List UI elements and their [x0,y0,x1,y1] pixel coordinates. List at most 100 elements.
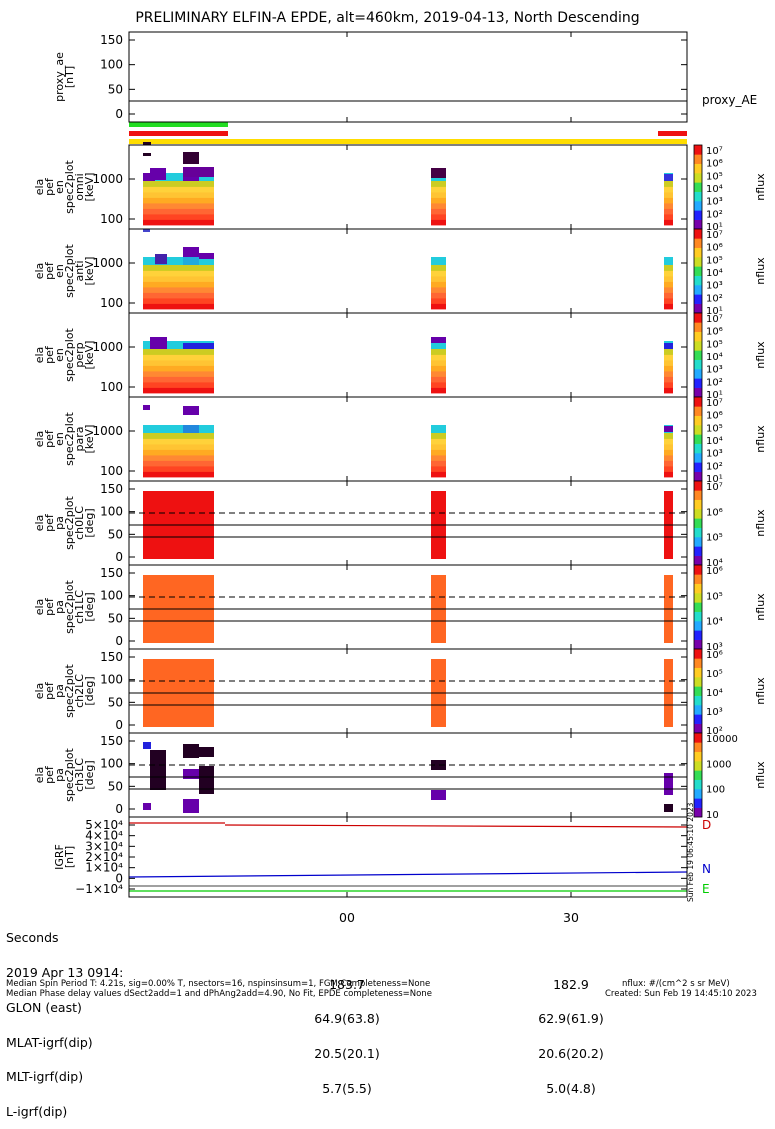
spectrogram-cell [664,460,673,467]
spectrogram-cell [664,804,673,812]
spectrogram-cell [155,292,167,299]
spectrogram-cell [167,181,183,187]
spectrogram-cell [199,444,214,450]
spectrogram-cell [199,371,214,377]
spectrogram-cell [155,433,167,439]
igrf-n-line [128,871,688,878]
spectrogram-cell [431,382,446,388]
colorbar-segment [694,686,702,696]
y-axis-label: ch1LC [73,590,86,624]
y-axis-label: [deg] [83,676,96,705]
y-axis-label: proxy_ae [53,52,66,102]
spectrogram-cell [167,449,183,456]
colorbar-tick-label: 10¹ [706,390,723,401]
colorbar-segment [694,574,702,584]
y-tick-label: 100 [100,58,123,72]
spectrogram-cell [199,214,214,220]
spectrogram-cell [183,460,199,467]
spectrogram-cell [431,257,446,265]
colorbar-tick-label: 10⁷ [706,398,723,409]
spectrogram-cell [431,303,446,310]
colorbar-segment [694,733,702,743]
colorbar-tick-label: 10² [706,209,723,220]
y-axis-label: [deg] [83,508,96,537]
colorbar-label: nflux [754,173,767,201]
y-axis-label: pef [43,345,56,364]
colorbar-segment [694,369,702,379]
spectrogram-cell [143,208,155,215]
colorbar-segment [694,602,702,612]
panel-anti: elapefenspec2plotanti[keV]100010010⁷10⁶1… [33,228,767,317]
colorbar-segment [694,509,702,519]
spectrogram-cell [183,281,199,288]
colorbar-tick-label: 10² [706,461,723,472]
spectrogram-cell [183,208,199,215]
spectrogram-cell [143,214,155,220]
spectrogram-cell [167,265,183,271]
spectrogram-cell [155,444,167,450]
footer-row-glon: GLON (east) [6,999,82,1015]
spectrogram-cell [664,354,673,361]
spectrogram-cell [183,406,199,415]
spectrogram-cell [199,360,214,366]
y-axis-label: en [53,348,66,362]
spectrogram-cell [143,471,155,478]
spectrogram-cell [155,298,167,304]
y-axis-label: pa [53,600,66,614]
y-axis-label: pa [53,516,66,530]
y-tick-label: 100 [100,757,123,771]
spectrogram-cell [431,349,446,355]
igrf-legend-n: N [702,862,711,876]
spectrogram-cell [167,173,183,181]
spectrogram-cell [183,292,199,299]
spectrogram-cell [664,186,673,193]
y-axis-label: pef [43,261,56,280]
y-tick-label: 100 [100,505,123,519]
spectrogram-cell [431,298,446,304]
spectrogram-cell [431,471,446,478]
panel-frame [128,816,688,898]
spectrogram-cell [143,298,155,304]
colorbar-tick-label: 10⁵ [706,339,723,350]
y-axis-label: perp [73,342,86,367]
y-tick-label: 50 [108,527,123,541]
colorbar-segment [694,229,702,239]
spectrogram-cell [183,287,199,293]
panel-proxy_ae: proxy_ae[nT] 150 100 50 0 [53,33,687,121]
spectrogram-cell [664,197,673,204]
glon-value-2: 182.9 [553,976,589,992]
colorbar-tick-label: 10⁷ [706,230,723,241]
y-axis-label: [nT] [63,846,76,868]
colorbar-tick-label: 10⁴ [706,352,723,363]
spectrogram-cell [431,425,446,433]
spectrogram-cell [431,287,446,293]
spectrogram-cell [199,197,214,204]
spectrogram-cell [143,292,155,299]
spectrogram-cell [155,254,167,264]
spectrogram-cell [183,365,199,372]
colorbar-segment [694,807,702,818]
spectrogram-cell [155,376,167,383]
colorbar-tick-label: 10⁵ [706,533,723,544]
spectrogram-cell [183,371,199,377]
spectrogram-cell [431,203,446,209]
colorbar-segment [694,705,702,715]
spectrogram-cell [183,219,199,226]
spectrogram-cell [155,181,167,187]
spectrogram-cell [664,257,673,265]
y-axis-label: ela [33,347,46,364]
spectrogram-cell [167,425,183,433]
spectrogram-cell [183,376,199,383]
y-axis-label: ela [33,599,46,616]
spectrogram-cell [167,292,183,299]
y-axis-label: anti [73,260,86,281]
note-phase-delay: Median Phase delay values dSect2add=1 an… [6,989,432,999]
spectrogram-cell [143,197,155,204]
y-tick-label: 150 [100,734,123,748]
spectrogram-cell [199,349,214,355]
spectrogram-cell [143,142,151,145]
spectrogram-cell [664,281,673,288]
spectrogram-cell [664,376,673,383]
footer-values-col2: 182.9 62.9(61.9) 20.6(20.2) 5.0(4.8) [534,909,608,1106]
